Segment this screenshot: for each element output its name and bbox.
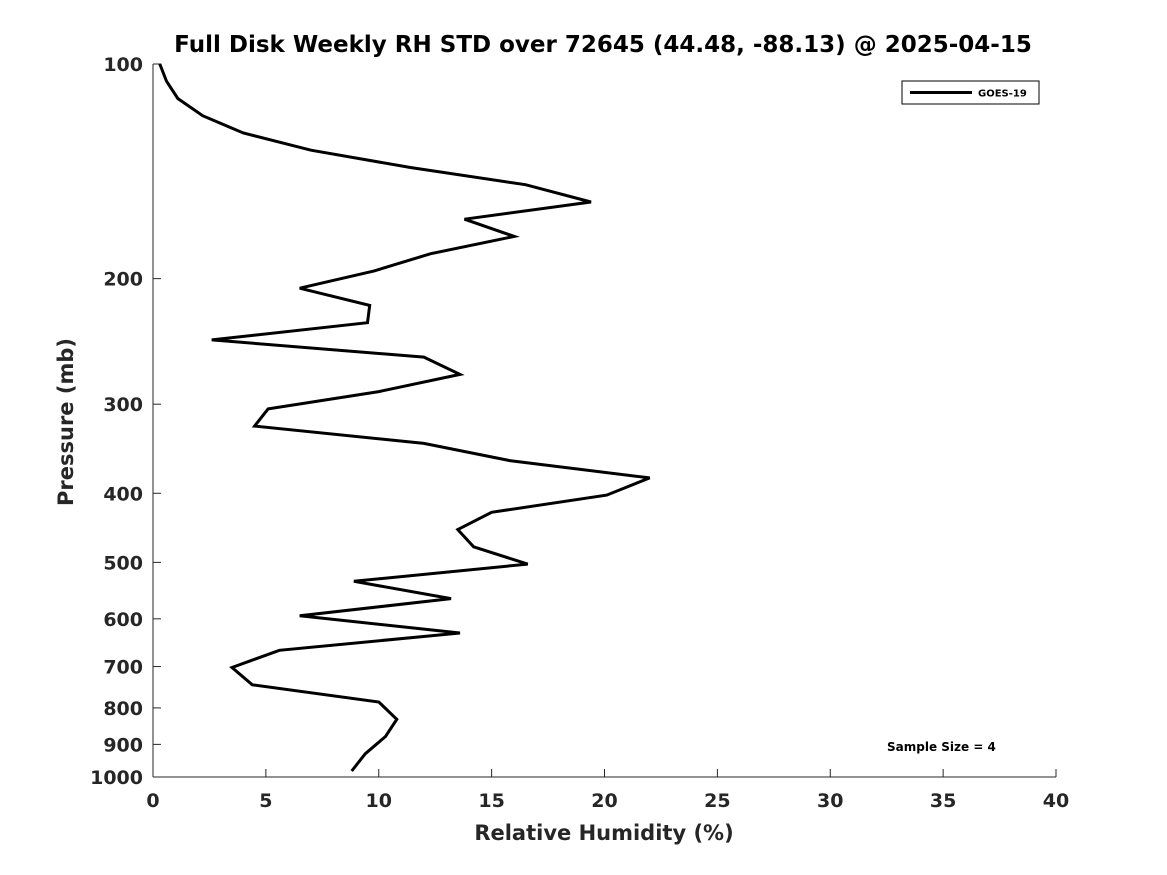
y-tick-label: 400 xyxy=(103,483,143,505)
x-tick-label: 10 xyxy=(366,790,392,812)
legend: GOES-19 xyxy=(901,80,1040,105)
y-tick-label: 800 xyxy=(103,698,143,720)
y-axis-title: Pressure (mb) xyxy=(54,338,78,506)
x-tick-label: 30 xyxy=(817,790,843,812)
sample-size-annotation: Sample Size = 4 xyxy=(887,740,996,754)
legend-label-goes-19: GOES-19 xyxy=(978,89,1027,100)
y-tick-label: 200 xyxy=(103,269,143,291)
chart-title: Full Disk Weekly RH STD over 72645 (44.4… xyxy=(174,32,1032,58)
series-line-goes-19 xyxy=(158,63,651,772)
x-tick-label: 35 xyxy=(930,790,956,812)
y-tick-label: 100 xyxy=(103,54,143,76)
axes: 0 5 10 15 20 25 30 35 40 100 200 300 400 500 600 700 800… xyxy=(90,54,1069,812)
series-layer xyxy=(158,63,651,772)
x-tick-label: 25 xyxy=(704,790,730,812)
x-axis-title: Relative Humidity (%) xyxy=(474,821,733,845)
x-tick-label: 15 xyxy=(478,790,504,812)
x-tick-label: 5 xyxy=(259,790,272,812)
y-tick-label: 500 xyxy=(103,552,143,574)
y-tick-label: 600 xyxy=(103,609,143,631)
x-tick-label: 20 xyxy=(591,790,617,812)
x-tick-label: 40 xyxy=(1043,790,1069,812)
y-tick-label: 900 xyxy=(103,734,143,756)
y-tick-label: 300 xyxy=(103,394,143,416)
y-tick-label: 1000 xyxy=(90,767,143,789)
x-tick-label: 0 xyxy=(146,790,159,812)
y-tick-label: 700 xyxy=(103,657,143,679)
